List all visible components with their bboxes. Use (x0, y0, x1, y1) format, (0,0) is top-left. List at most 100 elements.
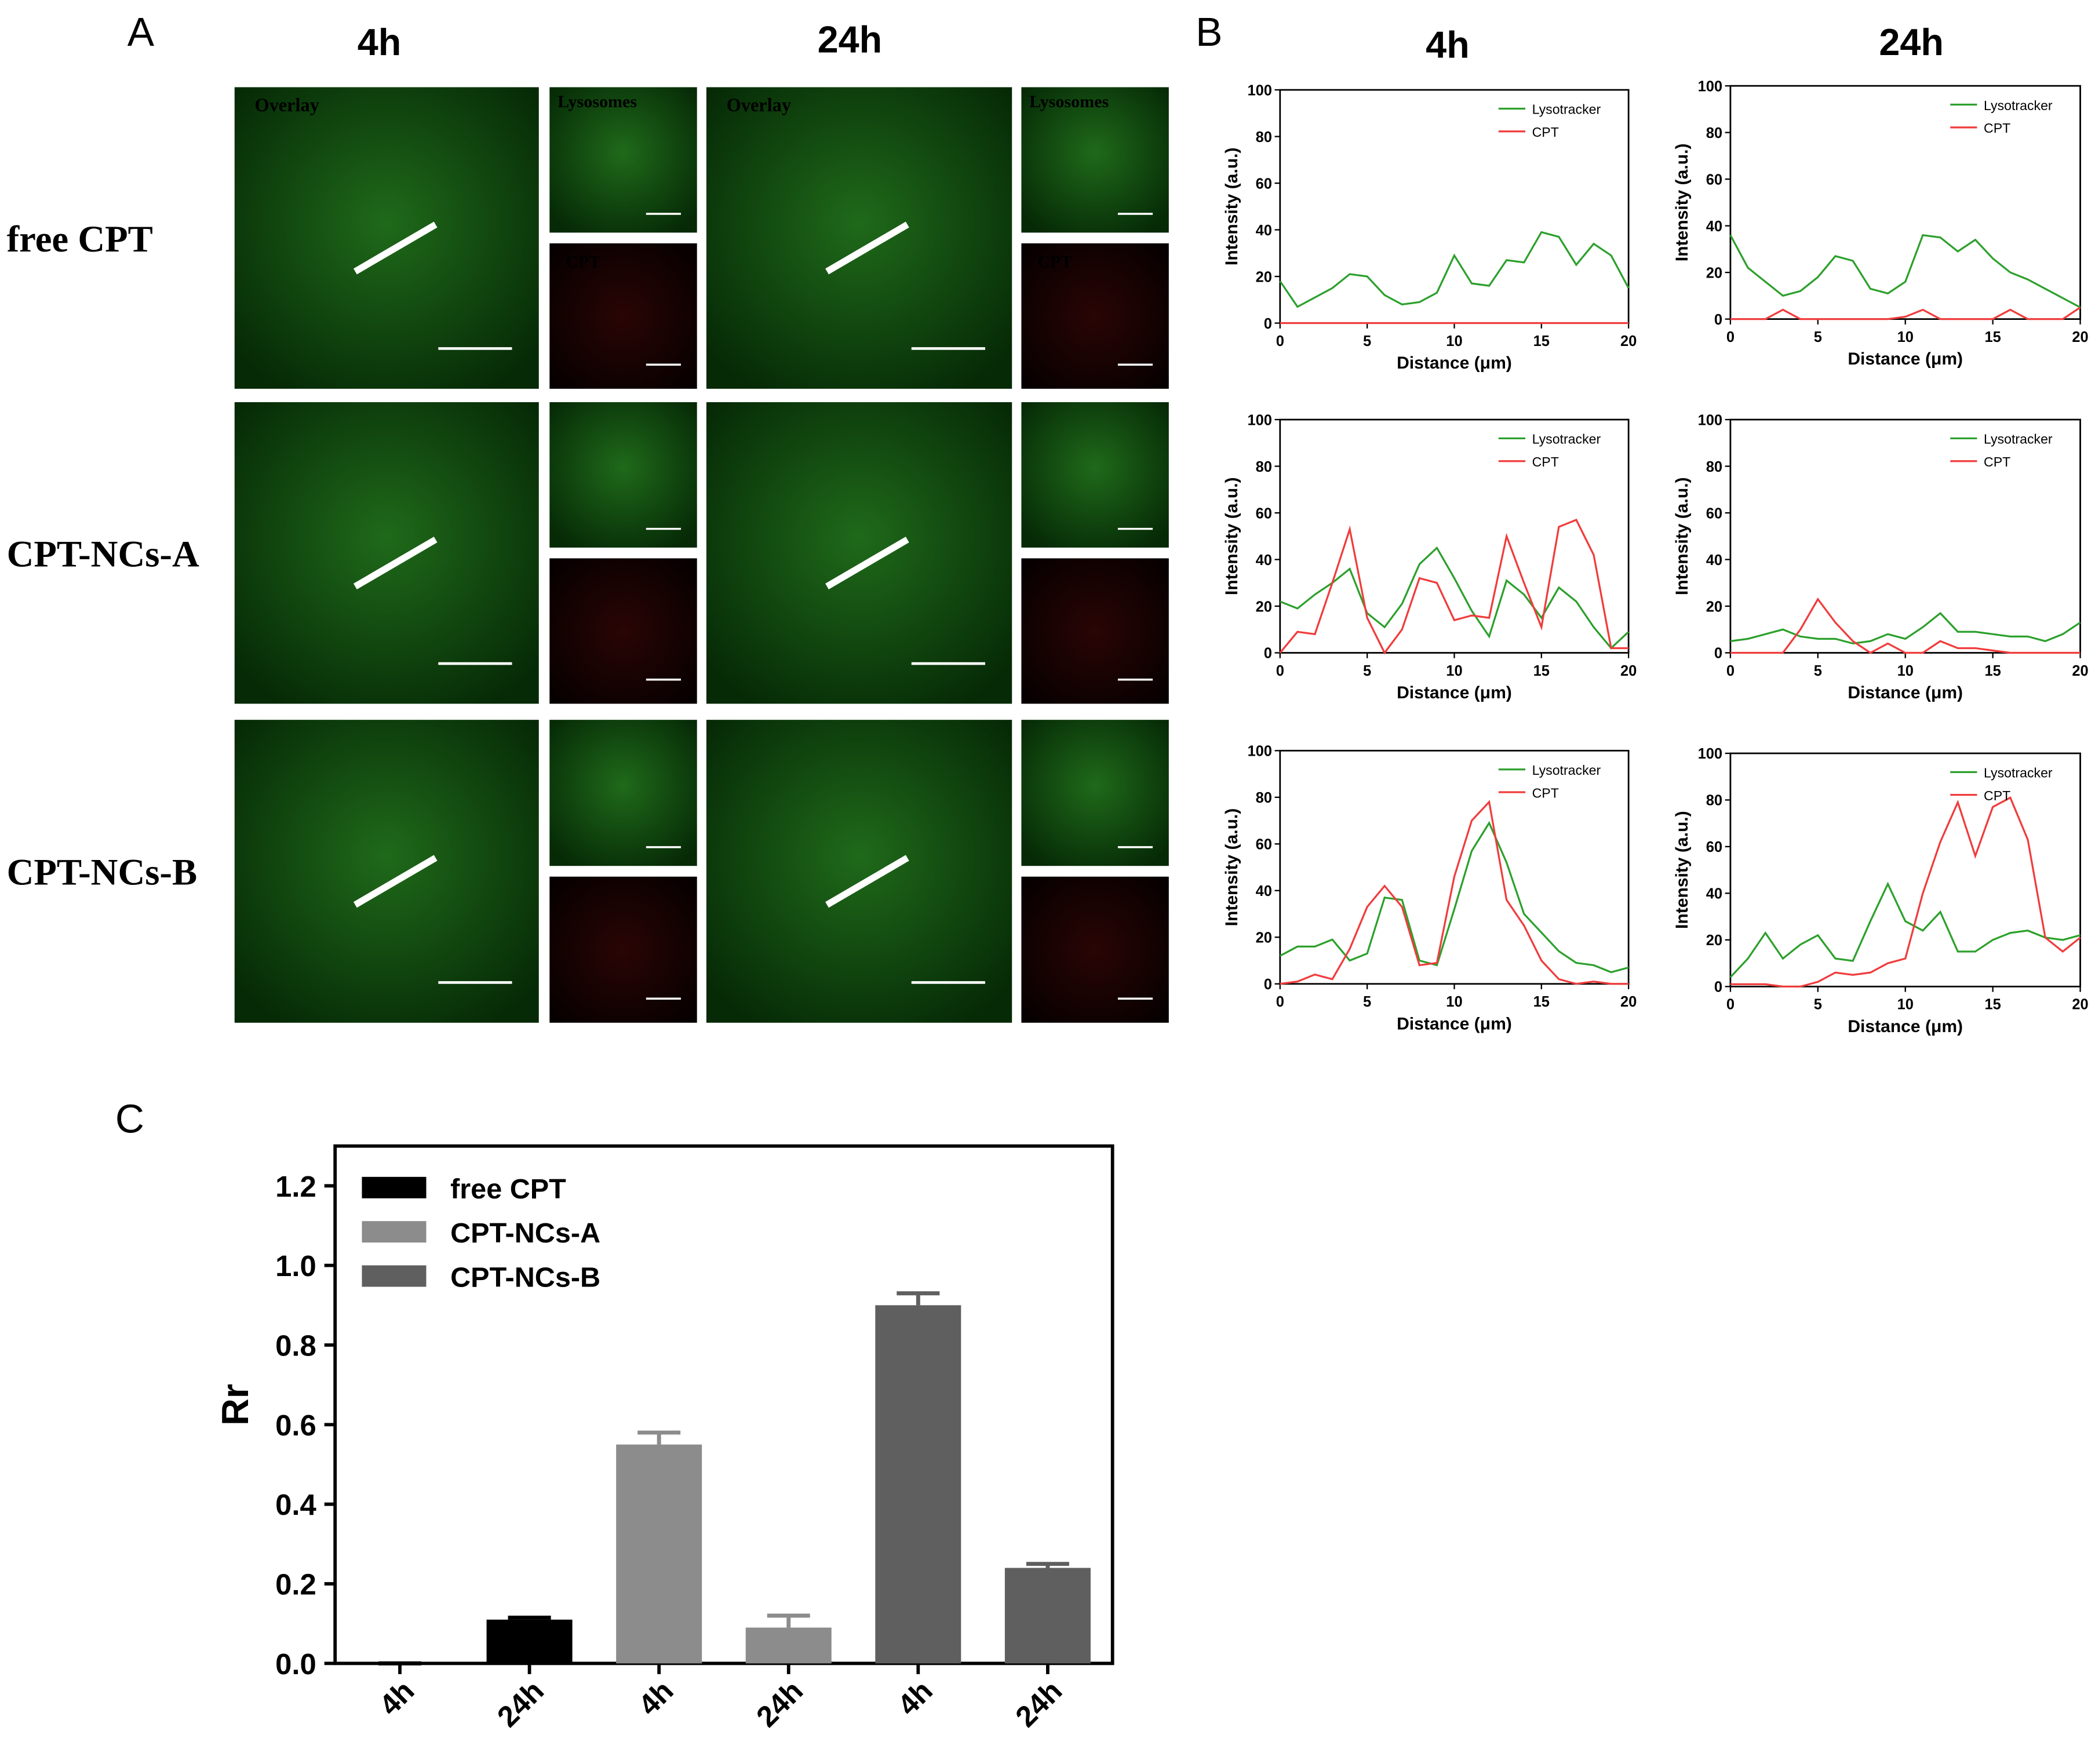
y-tick-label: 100 (1247, 82, 1271, 99)
error-bar (897, 1291, 940, 1306)
x-tick-label: 10 (1897, 329, 1914, 345)
data-line (1729, 234, 2081, 308)
column-header: 4h (1426, 24, 1470, 66)
lysosome-image (1021, 402, 1169, 548)
y-tick-label: 20 (1706, 932, 1722, 949)
y-tick-label: 0 (1714, 979, 1722, 996)
x-tick-label: 10 (1446, 663, 1462, 679)
y-tick-label: 0 (1264, 976, 1272, 993)
legend-label: CPT-NCs-A (450, 1218, 600, 1249)
y-tick-label: 0 (1264, 646, 1272, 662)
row-label: free CPT (7, 218, 153, 260)
y-tick-label: 20 (1256, 930, 1272, 946)
error-bar (508, 1615, 551, 1620)
y-tick-label: 1.2 (275, 1170, 316, 1203)
profile-line (825, 537, 909, 590)
x-tick-label: 5 (1363, 663, 1371, 679)
y-tick-label: 80 (1706, 125, 1722, 141)
y-tick-label: 60 (1706, 839, 1722, 855)
x-tick-label: 20 (1620, 994, 1637, 1010)
x-tick-label: 15 (1984, 997, 2001, 1013)
x-tick-label: 4h (891, 1674, 939, 1722)
y-tick-label: 80 (1256, 129, 1272, 145)
x-tick-label: 10 (1446, 333, 1462, 349)
x-tick-label: 24h (750, 1674, 809, 1733)
bar (745, 1627, 832, 1664)
x-axis-label: Distance (μm) (1397, 353, 1512, 373)
row-label: CPT-NCs-A (7, 533, 199, 575)
error-bar (767, 1613, 810, 1628)
overlay-image (234, 720, 539, 1023)
x-tick-label: 0 (1726, 663, 1735, 679)
y-tick-label: 0 (1264, 316, 1272, 332)
y-axis-label: Intensity (a.u.) (1222, 147, 1241, 265)
y-tick-label: 20 (1706, 599, 1722, 615)
x-axis-label: Distance (μm) (1848, 1017, 1963, 1036)
legend-label: Lysotracker (1984, 98, 2053, 113)
legend-label: free CPT (450, 1173, 566, 1205)
y-tick-label: 0.0 (275, 1648, 316, 1681)
x-axis-label: Distance (μm) (1397, 1014, 1512, 1033)
x-tick-label: 0 (1726, 997, 1735, 1013)
x-tick-label: 5 (1814, 997, 1822, 1013)
y-tick-label: 100 (1698, 412, 1722, 428)
row-label: CPT-NCs-B (7, 852, 198, 894)
overlay-image (234, 87, 539, 389)
y-tick-label: 0.4 (275, 1488, 316, 1521)
x-tick-label: 5 (1814, 329, 1822, 345)
x-tick-label: 5 (1363, 994, 1371, 1010)
y-tick-label: 0.8 (275, 1329, 316, 1362)
data-line (1730, 307, 2081, 320)
x-tick-label: 4h (373, 1674, 420, 1722)
x-tick-label: 0 (1276, 994, 1284, 1010)
overlay-image (234, 402, 539, 704)
profile-line (825, 221, 909, 275)
profile-line (353, 221, 438, 275)
plot-frame (1729, 752, 2081, 987)
error-bar (1026, 1562, 1069, 1568)
bar (1004, 1568, 1091, 1664)
x-tick-label: 4h (632, 1674, 679, 1722)
lysosome-image (1021, 87, 1169, 233)
x-tick-label: 10 (1897, 997, 1914, 1013)
y-axis-label: Intensity (a.u.) (1222, 808, 1241, 927)
y-axis-label: Intensity (a.u.) (1222, 477, 1241, 595)
plot-frame (1729, 85, 2081, 320)
y-axis-label: Intensity (a.u.) (1673, 144, 1692, 262)
legend-label: Lysotracker (1532, 432, 1601, 447)
legend-label: CPT (1532, 125, 1559, 140)
y-tick-label: 80 (1706, 459, 1722, 475)
legend-swatch (362, 1265, 427, 1287)
y-tick-label: 40 (1706, 886, 1722, 902)
x-tick-label: 0 (1276, 663, 1284, 679)
y-tick-label: 40 (1256, 552, 1272, 568)
cpt-image (1021, 876, 1169, 1023)
x-tick-label: 20 (2072, 663, 2088, 679)
lysosome-image (1021, 720, 1169, 866)
column-header: 24h (818, 18, 883, 60)
y-tick-label: 40 (1706, 552, 1722, 568)
legend-label: CPT-NCs-B (450, 1262, 600, 1293)
image-label: Overlay (727, 95, 791, 116)
cpt-image (1021, 558, 1169, 704)
image-label: CPT (1037, 252, 1072, 272)
x-tick-label: 0 (1726, 329, 1735, 345)
y-tick-label: 40 (1706, 218, 1722, 235)
data-line (1730, 597, 2081, 654)
x-tick-label: 20 (1620, 333, 1637, 349)
panel-label: C (115, 1096, 144, 1142)
x-tick-label: 15 (1984, 663, 2001, 679)
cpt-image (549, 558, 697, 704)
x-tick-label: 10 (1446, 994, 1462, 1010)
y-tick-label: 0 (1714, 312, 1722, 328)
image-label: Lysosomes (558, 92, 637, 111)
bar (486, 1619, 573, 1664)
legend-label: Lysotracker (1984, 766, 2053, 781)
x-tick-label: 15 (1533, 663, 1550, 679)
overlay-image (706, 720, 1012, 1023)
x-tick-label: 24h (491, 1674, 550, 1733)
data-line (1730, 611, 2081, 645)
legend-label: CPT (1984, 788, 2010, 803)
y-tick-label: 40 (1256, 223, 1272, 239)
